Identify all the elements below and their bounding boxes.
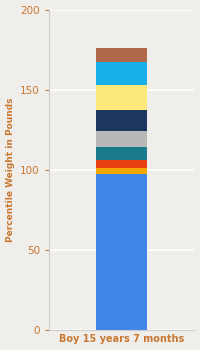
Bar [96, 147, 147, 160]
Bar [96, 168, 147, 174]
Bar [96, 160, 147, 168]
Y-axis label: Percentile Weight in Pounds: Percentile Weight in Pounds [6, 97, 15, 242]
Bar [96, 131, 147, 147]
Bar [96, 85, 147, 110]
Bar [96, 174, 147, 330]
Bar [96, 48, 147, 62]
Bar [96, 110, 147, 131]
Bar [96, 62, 147, 85]
